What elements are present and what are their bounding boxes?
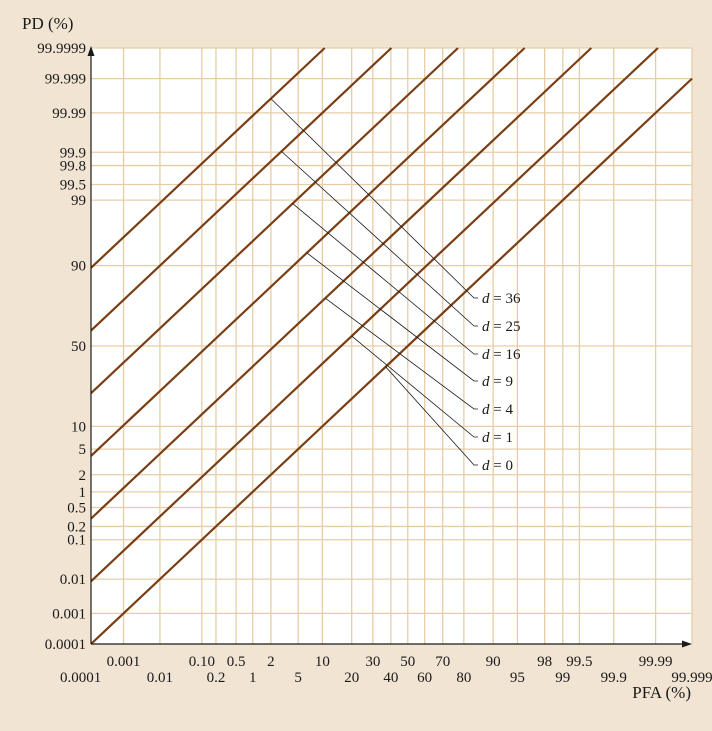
- curve-label-d9: d = 9: [482, 374, 513, 390]
- roc-curves: [90, 47, 693, 645]
- x-axis-arrow: [682, 640, 692, 648]
- curve-leader-d1: [351, 335, 478, 438]
- y-tick-label: 10: [71, 419, 86, 435]
- x-tick-label-lower: 99.999: [671, 670, 712, 686]
- x-tick-label-upper: 90: [486, 654, 501, 670]
- roc-curve-d25: [90, 47, 393, 332]
- y-tick-label: 0.0001: [45, 637, 86, 653]
- y-tick-label: 99: [71, 193, 86, 209]
- x-axis-title: PFA (%): [632, 683, 691, 702]
- x-tick-label-lower: 20: [344, 670, 359, 686]
- y-tick-label: 0.5: [67, 500, 86, 516]
- curve-label-d16: d = 16: [482, 347, 521, 363]
- y-tick-labels: 99.9999 99.999 99.99 99.999.8 99.599 90 50 10 5 2…: [37, 41, 86, 653]
- x-tick-label-upper: 10: [315, 654, 330, 670]
- roc-curve-d16: [90, 47, 459, 395]
- y-tick-label: 99.99: [52, 106, 86, 122]
- y-tick-label: 5: [79, 442, 87, 458]
- curve-label-d25: d = 25: [482, 319, 520, 335]
- x-tick-label-lower: 0.2: [207, 670, 226, 686]
- x-tick-label-upper: 98: [537, 654, 552, 670]
- curve-label-d0: d = 0: [482, 458, 513, 474]
- curve-leader-d0: [385, 366, 478, 466]
- y-tick-label: 0.1: [67, 533, 86, 549]
- x-tick-label-lower: 0.0001: [60, 670, 101, 686]
- roc-curve-d0: [90, 77, 693, 645]
- x-tick-label-lower: 80: [456, 670, 471, 686]
- y-tick-label: 90: [71, 259, 86, 275]
- x-tick-label-upper: 2: [267, 654, 275, 670]
- y-axis-arrow: [87, 46, 95, 56]
- y-tick-label: 99.5: [60, 178, 86, 194]
- x-tick-label-upper: 0.001: [107, 654, 141, 670]
- y-tick-label: 99.999: [45, 72, 86, 88]
- curve-label-d4: d = 4: [482, 402, 513, 418]
- x-tick-label-lower: 99.9: [601, 670, 627, 686]
- x-tick-label-lower: 99: [555, 670, 570, 686]
- x-tick-label-upper: 30: [365, 654, 380, 670]
- y-tick-label: 0.2: [67, 519, 86, 535]
- curve-leader-d16: [292, 203, 478, 355]
- y-tick-label: 99.9: [60, 145, 86, 161]
- curve-label-d1: d = 1: [482, 430, 513, 446]
- y-tick-label: 1: [79, 485, 87, 501]
- x-tick-label-lower: 5: [294, 670, 302, 686]
- horizontal-gridlines: [91, 47, 692, 615]
- y-tick-label: 99.9999: [37, 41, 86, 57]
- curve-leader-d25: [281, 151, 478, 327]
- curve-leader-d4: [325, 297, 478, 410]
- x-tick-label-upper: 99.99: [639, 654, 673, 670]
- x-tick-label-lower: 40: [383, 670, 398, 686]
- roc-curve-d9: [90, 47, 526, 457]
- x-tick-label-upper: 50: [400, 654, 415, 670]
- curve-label-leaders: [270, 98, 478, 466]
- x-tick-label-lower: 0.01: [147, 670, 173, 686]
- curve-labels: d = 36 d = 25 d = 16 d = 9 d = 4 d = 1 d = 0: [482, 291, 521, 474]
- y-tick-label: 2: [79, 468, 87, 484]
- x-tick-labels: 0.001 0.10 0.5 2 10 30 50 70 90 98 99.5 99.99 0.0001…: [60, 654, 712, 686]
- curve-leader-d9: [306, 252, 478, 382]
- axes: [87, 46, 692, 648]
- roc-curve-d4: [90, 47, 593, 520]
- y-axis-title: PD (%): [22, 14, 73, 33]
- curve-leader-d36: [270, 98, 478, 299]
- y-tick-label: 50: [71, 339, 86, 355]
- curve-label-d36: d = 36: [482, 291, 521, 307]
- x-tick-label-lower: 95: [510, 670, 525, 686]
- y-tick-label: 0.01: [60, 572, 86, 588]
- y-tick-label: 99.8: [60, 159, 86, 175]
- y-tick-label: 0.001: [52, 606, 86, 622]
- x-tick-label-lower: 1: [249, 670, 257, 686]
- x-tick-label-upper: 99.5: [566, 654, 592, 670]
- x-tick-label-upper: 70: [435, 654, 450, 670]
- roc-curve-d1: [90, 47, 659, 583]
- x-tick-label-upper: 0.5: [227, 654, 246, 670]
- x-tick-label-upper: 0.10: [189, 654, 215, 670]
- x-tick-label-lower: 60: [417, 670, 432, 686]
- roc-curve-d36: [90, 47, 326, 269]
